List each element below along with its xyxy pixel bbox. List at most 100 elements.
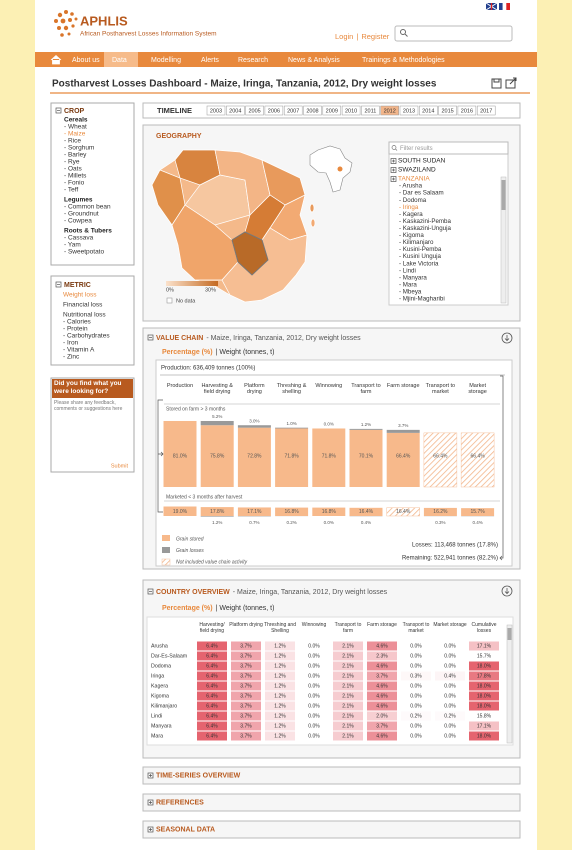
scrollbar[interactable] bbox=[500, 176, 507, 304]
nav-item[interactable]: Research bbox=[238, 57, 268, 64]
region-item[interactable]: - Kilimanjaro bbox=[399, 239, 434, 246]
region-item[interactable]: - Kaskazini-Pemba bbox=[399, 218, 451, 225]
filter-input[interactable] bbox=[388, 141, 509, 155]
crop-item[interactable]: - Maize bbox=[64, 131, 86, 138]
crop-item[interactable]: - Rice bbox=[64, 138, 81, 145]
year-button[interactable] bbox=[322, 105, 342, 116]
metric-item[interactable]: - Carbohydrates bbox=[63, 333, 110, 340]
year-button[interactable] bbox=[438, 105, 457, 116]
nav-item[interactable]: Data bbox=[112, 57, 127, 64]
collapse-icon[interactable] bbox=[147, 334, 154, 341]
register-link[interactable]: Register bbox=[361, 32, 389, 41]
country-item[interactable]: SOUTH SUDAN bbox=[398, 158, 446, 165]
download-icon[interactable] bbox=[501, 332, 513, 344]
year-label[interactable]: 2012 bbox=[384, 108, 396, 114]
expand-icon[interactable] bbox=[149, 801, 152, 804]
year-button[interactable] bbox=[303, 105, 322, 116]
scrollbar[interactable] bbox=[506, 624, 513, 744]
region-item[interactable]: - Iringa bbox=[399, 204, 419, 211]
metric-item[interactable]: - Vitamin A bbox=[63, 347, 95, 354]
crop-item[interactable]: - Yam bbox=[64, 242, 81, 249]
region-item[interactable]: - Kaskazini-Unguja bbox=[399, 225, 451, 232]
crop-item[interactable]: - Fonio bbox=[64, 180, 85, 187]
crop-item[interactable]: - Sweetpotato bbox=[64, 249, 104, 256]
collapse-icon[interactable] bbox=[147, 588, 154, 595]
year-label[interactable]: 2016 bbox=[461, 108, 473, 114]
unit-toggle[interactable]: Percentage (%) bbox=[162, 349, 213, 356]
year-button[interactable] bbox=[361, 105, 380, 116]
region-item[interactable]: - Kigoma bbox=[399, 232, 424, 239]
expand-icon[interactable] bbox=[392, 168, 395, 172]
region-item[interactable]: - Dar es Salaam bbox=[399, 190, 444, 197]
crop-item[interactable]: - Barley bbox=[64, 152, 87, 159]
unit-toggle[interactable]: Percentage (%) bbox=[162, 605, 213, 612]
region-item[interactable]: - Mjini-Magharibi bbox=[399, 296, 445, 303]
crop-item[interactable]: - Groundnut bbox=[64, 211, 99, 218]
section-title[interactable]: SEASONAL DATA bbox=[156, 827, 215, 834]
expand-icon[interactable] bbox=[149, 828, 152, 831]
crop-item[interactable]: - Teff bbox=[64, 187, 78, 194]
expand-icon[interactable] bbox=[392, 177, 395, 181]
year-label[interactable]: 2009 bbox=[326, 108, 338, 114]
region-item[interactable]: - Dodoma bbox=[399, 197, 427, 204]
year-label[interactable]: 2014 bbox=[422, 108, 434, 114]
nav-item[interactable]: Alerts bbox=[201, 57, 219, 64]
region-item[interactable]: - Arusha bbox=[399, 183, 423, 190]
region-item[interactable]: - Kagera bbox=[399, 211, 423, 218]
crop-item[interactable]: - Cassava bbox=[64, 235, 94, 242]
expand-icon[interactable] bbox=[390, 167, 397, 173]
crop-item[interactable]: - Rye bbox=[64, 159, 80, 166]
metric-item[interactable]: Financial loss bbox=[63, 302, 103, 309]
section-title[interactable]: REFERENCES bbox=[156, 800, 204, 807]
year-label[interactable]: 2006 bbox=[268, 108, 280, 114]
year-button[interactable] bbox=[380, 105, 399, 116]
year-button[interactable] bbox=[206, 105, 226, 116]
login-link[interactable]: Login bbox=[335, 32, 353, 41]
region-item[interactable]: - Lake Victoria bbox=[399, 260, 439, 267]
language-flags[interactable] bbox=[485, 2, 510, 11]
year-label[interactable]: 2013 bbox=[403, 108, 415, 114]
year-label[interactable]: 2004 bbox=[229, 108, 241, 114]
year-label[interactable]: 2003 bbox=[210, 108, 222, 114]
crop-item[interactable]: - Sorghum bbox=[64, 145, 94, 152]
crop-item[interactable]: - Millets bbox=[64, 173, 87, 180]
metric-item[interactable]: - Zinc bbox=[63, 354, 80, 361]
share-icon[interactable] bbox=[505, 77, 517, 89]
year-button[interactable] bbox=[264, 105, 284, 116]
scrollbar-thumb[interactable] bbox=[501, 180, 506, 210]
collapsed-section[interactable] bbox=[142, 793, 521, 812]
unit-toggle[interactable]: | Weight (tonnes, t) bbox=[216, 349, 275, 356]
save-icon[interactable] bbox=[491, 78, 502, 89]
collapsed-section[interactable] bbox=[142, 766, 521, 785]
region-item[interactable]: - Kusini Unguja bbox=[399, 253, 442, 260]
year-label[interactable]: 2010 bbox=[345, 108, 357, 114]
expand-icon[interactable] bbox=[147, 826, 154, 833]
scrollbar-thumb[interactable] bbox=[507, 628, 512, 640]
tanzania-map[interactable] bbox=[151, 149, 316, 303]
expand-icon[interactable] bbox=[392, 159, 395, 163]
submit-button[interactable]: Submit bbox=[111, 463, 129, 469]
metric-item[interactable]: - Calories bbox=[63, 319, 92, 326]
year-label[interactable]: 2008 bbox=[306, 108, 318, 114]
crop-item[interactable]: - Common bean bbox=[64, 204, 111, 211]
region-item[interactable]: - Kusini-Pemba bbox=[399, 246, 442, 253]
expand-icon[interactable] bbox=[147, 772, 154, 779]
collapse-icon[interactable] bbox=[55, 107, 62, 114]
metric-item[interactable]: Nutritional loss bbox=[63, 312, 106, 319]
year-button[interactable] bbox=[283, 105, 303, 116]
expand-icon[interactable] bbox=[147, 799, 154, 806]
collapse-icon[interactable] bbox=[55, 281, 62, 288]
expand-icon[interactable] bbox=[149, 774, 152, 777]
metric-item[interactable]: Weight loss bbox=[63, 292, 97, 299]
crop-item[interactable]: - Wheat bbox=[64, 124, 87, 131]
year-button[interactable] bbox=[226, 105, 245, 116]
country-item[interactable]: TANZANIA bbox=[398, 176, 430, 183]
crop-item[interactable]: - Oats bbox=[64, 166, 82, 173]
region-item[interactable]: - Lindi bbox=[399, 267, 416, 274]
country-item[interactable]: SWAZILAND bbox=[398, 167, 436, 174]
year-button[interactable] bbox=[245, 105, 264, 116]
download-icon[interactable] bbox=[501, 585, 513, 597]
year-button[interactable] bbox=[476, 105, 496, 116]
collapsed-section[interactable] bbox=[142, 820, 521, 839]
crop-item[interactable]: - Cowpea bbox=[64, 218, 92, 225]
